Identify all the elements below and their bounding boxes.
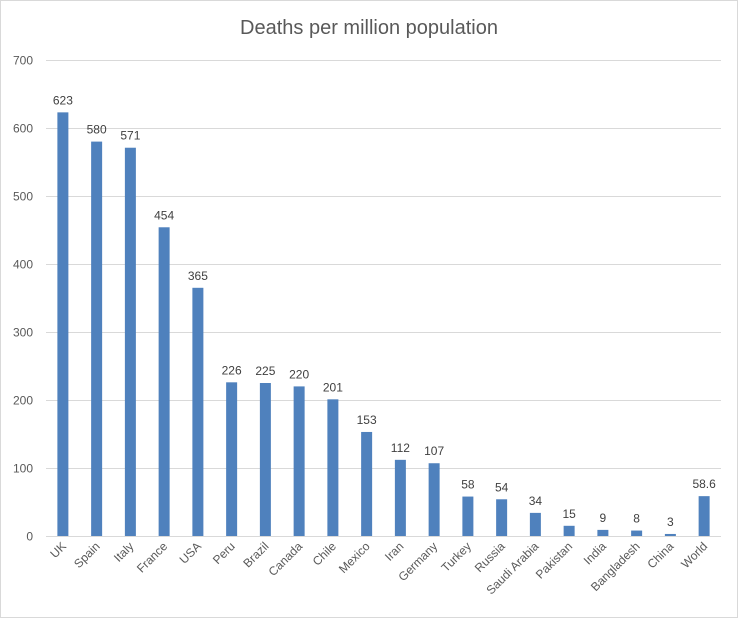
y-tick-label: 700: [13, 54, 33, 68]
data-label: 112: [391, 441, 410, 455]
x-tick-label: France: [134, 539, 171, 576]
y-tick-label: 0: [26, 530, 33, 544]
bar-brazil: [259, 383, 271, 536]
x-tick-label: India: [581, 539, 610, 568]
y-tick-label: 200: [13, 394, 33, 408]
data-label: 153: [357, 413, 377, 427]
data-label: 15: [562, 507, 576, 521]
data-label: 220: [289, 367, 309, 381]
bar-saudi-arabia: [529, 512, 541, 536]
bar-bangladesh: [631, 530, 643, 536]
bar-canada: [293, 386, 305, 536]
x-tick-label: Brazil: [240, 539, 271, 570]
bar-china: [664, 533, 676, 536]
chart-title: Deaths per million population: [240, 17, 498, 39]
bar-spain: [91, 141, 103, 536]
x-tick-label: China: [644, 539, 676, 571]
data-label: 623: [53, 93, 73, 107]
bar-peru: [226, 382, 238, 536]
x-tick-label: USA: [177, 539, 204, 566]
x-tick-label: Canada: [266, 539, 306, 579]
data-label: 54: [495, 480, 509, 494]
bar-iran: [394, 459, 406, 536]
y-tick-label: 500: [13, 190, 33, 204]
bar-chile: [327, 399, 339, 536]
x-tick-label: Chile: [310, 539, 339, 568]
y-tick-label: 400: [13, 258, 33, 272]
x-tick-label: Spain: [71, 539, 103, 571]
data-label: 9: [600, 511, 607, 525]
x-tick-label: Peru: [210, 539, 238, 567]
bar-russia: [496, 499, 508, 536]
x-tick-label: UK: [47, 539, 69, 561]
bar-pakistan: [563, 525, 575, 536]
data-label: 34: [529, 494, 543, 508]
data-label: 107: [424, 444, 444, 458]
data-label: 58: [461, 478, 475, 492]
y-tick-label: 600: [13, 122, 33, 136]
data-label: 365: [188, 269, 208, 283]
bar-mexico: [361, 431, 373, 536]
gridlines: [46, 60, 721, 537]
bar-germany: [428, 463, 440, 536]
bar-india: [597, 529, 609, 536]
bar-uk: [57, 112, 69, 537]
data-label: 226: [222, 363, 242, 377]
data-label: 8: [633, 512, 640, 526]
x-tick-label: Mexico: [336, 539, 373, 576]
x-tick-label: Iran: [382, 539, 407, 564]
bar-france: [158, 227, 170, 536]
y-axis-tick-labels: 0 100 200 300 400 500 600 700: [13, 54, 33, 544]
data-label: 58.6: [692, 477, 716, 491]
y-tick-label: 300: [13, 326, 33, 340]
data-label: 454: [154, 208, 174, 222]
data-label: 201: [323, 380, 343, 394]
data-label: 225: [255, 364, 275, 378]
x-tick-label: Pakistan: [533, 539, 575, 581]
bar-italy: [124, 147, 136, 536]
bar-turkey: [462, 496, 474, 536]
x-tick-label: Italy: [111, 539, 136, 564]
x-tick-label: Turkey: [438, 539, 474, 575]
data-label: 580: [87, 123, 107, 137]
bar-world: [698, 496, 710, 536]
y-tick-label: 100: [13, 462, 33, 476]
data-label: 3: [667, 515, 674, 529]
bars: [57, 112, 710, 537]
bar-usa: [192, 287, 204, 536]
x-tick-label: World: [678, 539, 710, 571]
data-label: 571: [120, 129, 140, 143]
